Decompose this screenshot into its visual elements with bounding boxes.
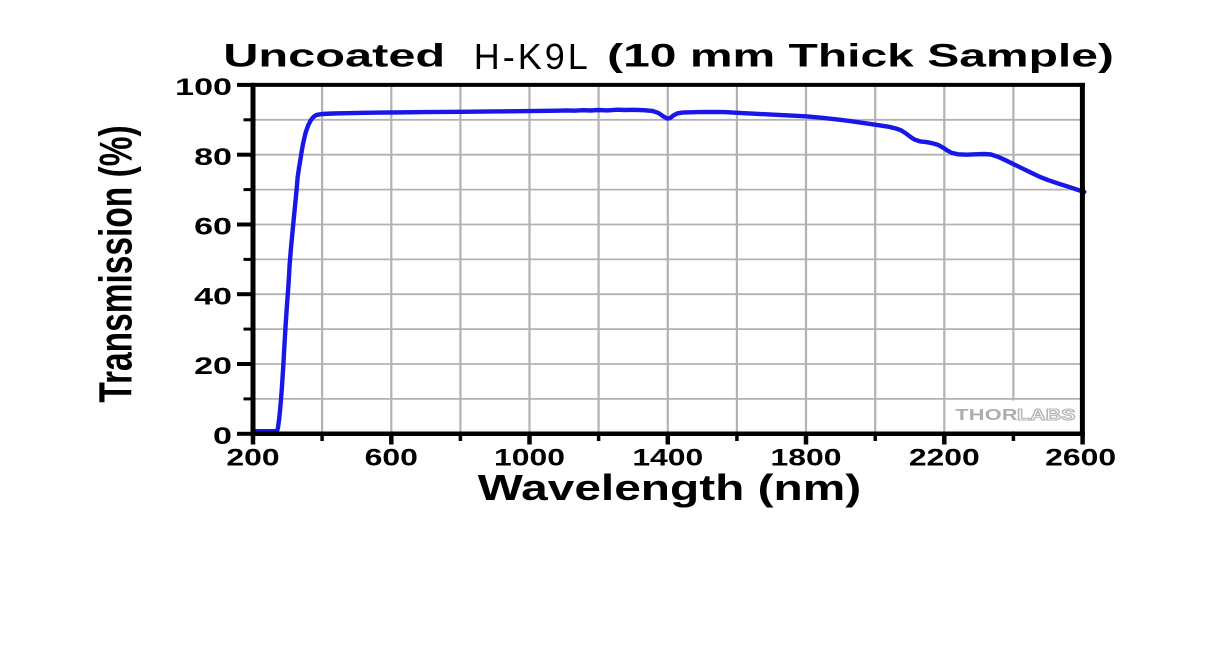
svg-text:100: 100 bbox=[175, 74, 232, 101]
svg-text:200: 200 bbox=[226, 443, 279, 470]
svg-text:Uncoated: Uncoated bbox=[223, 37, 445, 73]
svg-text:600: 600 bbox=[365, 443, 418, 470]
svg-text:60: 60 bbox=[194, 214, 232, 241]
svg-text:1800: 1800 bbox=[771, 443, 842, 470]
svg-text:Transmission (%): Transmission (%) bbox=[89, 125, 142, 402]
svg-text:2600: 2600 bbox=[1045, 443, 1116, 470]
svg-text:H-K9L: H-K9L bbox=[474, 36, 591, 77]
svg-text:Wavelength (nm): Wavelength (nm) bbox=[478, 468, 861, 508]
svg-text:20: 20 bbox=[194, 353, 232, 380]
svg-text:LABS: LABS bbox=[1017, 406, 1076, 424]
svg-text:80: 80 bbox=[194, 144, 232, 171]
svg-text:40: 40 bbox=[194, 283, 232, 310]
svg-text:2200: 2200 bbox=[909, 443, 980, 470]
svg-text:(10 mm Thick Sample): (10 mm Thick Sample) bbox=[607, 37, 1114, 73]
svg-text:0: 0 bbox=[213, 423, 232, 450]
svg-text:THOR: THOR bbox=[955, 406, 1018, 423]
svg-text:1000: 1000 bbox=[494, 443, 565, 470]
svg-text:1400: 1400 bbox=[632, 443, 703, 470]
